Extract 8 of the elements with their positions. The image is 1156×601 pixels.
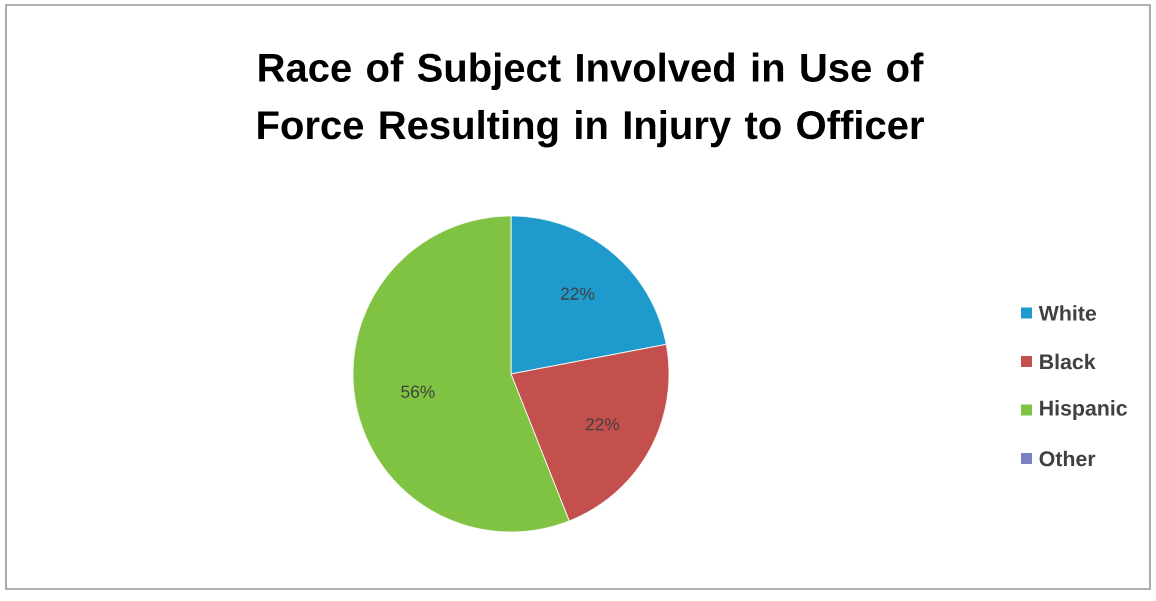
legend-label: Other [1039, 450, 1096, 467]
data-label: 22% [561, 287, 595, 300]
chart-title: Race of Subject Involved in Use of Force Resulting in Injury to Officer [258, 52, 924, 148]
legend-label: Black [1040, 353, 1096, 370]
data-label: 22% [585, 418, 620, 431]
legend-label: White [1038, 305, 1097, 321]
data-label: 56% [401, 385, 435, 398]
legend-label: Hispanic [1040, 400, 1128, 420]
